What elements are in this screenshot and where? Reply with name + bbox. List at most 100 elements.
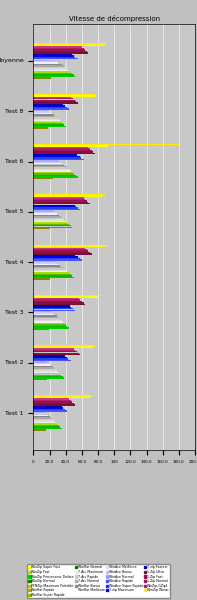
Bar: [33, 268, 64, 269]
Bar: [33, 366, 52, 367]
Bar: [33, 246, 105, 247]
Bar: [33, 403, 74, 404]
Bar: [33, 353, 79, 354]
Bar: [33, 123, 63, 124]
Bar: [33, 274, 71, 275]
Bar: [33, 278, 50, 280]
Bar: [33, 421, 55, 422]
Bar: [33, 364, 50, 365]
Bar: [33, 205, 75, 206]
Bar: [33, 271, 67, 272]
Bar: [33, 272, 69, 274]
Bar: [33, 368, 55, 370]
Bar: [33, 212, 55, 213]
Bar: [33, 164, 64, 166]
Bar: [33, 199, 85, 200]
Bar: [33, 176, 78, 178]
Bar: [33, 74, 74, 76]
Bar: [33, 326, 67, 327]
Bar: [33, 355, 65, 357]
Bar: [33, 350, 75, 351]
Bar: [33, 197, 84, 199]
Bar: [33, 397, 90, 398]
Bar: [33, 354, 80, 355]
Bar: [33, 48, 84, 49]
Bar: [33, 358, 68, 360]
Bar: [33, 370, 57, 371]
Bar: [33, 302, 84, 304]
Bar: [33, 258, 80, 259]
Bar: [33, 144, 179, 145]
Bar: [33, 117, 57, 119]
Bar: [33, 95, 95, 97]
Bar: [33, 263, 59, 265]
Bar: [33, 311, 51, 313]
Bar: [33, 419, 53, 421]
Bar: [33, 178, 53, 179]
Bar: [33, 245, 108, 246]
Bar: [33, 248, 85, 249]
Bar: [33, 409, 65, 410]
Bar: [33, 327, 69, 329]
Bar: [33, 206, 76, 208]
Bar: [33, 351, 77, 352]
Bar: [33, 106, 65, 107]
Bar: [33, 160, 59, 161]
Bar: [33, 169, 70, 170]
Bar: [33, 113, 52, 114]
Bar: [33, 153, 95, 154]
Bar: [33, 360, 71, 361]
Legend: WinZip Super Fast, WinZip Fast, WinZip Princesseur Defate, WinZip Normal, PFNZip: WinZip Super Fast, WinZip Fast, WinZip P…: [27, 564, 170, 598]
Bar: [33, 250, 88, 252]
Bar: [33, 216, 61, 218]
Bar: [33, 357, 67, 358]
Bar: [33, 426, 60, 428]
Bar: [33, 50, 87, 52]
Bar: [33, 324, 66, 326]
Bar: [33, 157, 81, 158]
Bar: [33, 221, 66, 222]
Bar: [33, 148, 90, 150]
Bar: [33, 154, 77, 155]
Bar: [33, 374, 61, 376]
Bar: [33, 298, 79, 299]
Bar: [33, 68, 67, 70]
Bar: [33, 415, 48, 416]
Bar: [33, 104, 63, 106]
Bar: [33, 211, 54, 212]
Bar: [33, 222, 67, 224]
Bar: [33, 156, 80, 157]
Bar: [33, 307, 72, 308]
Bar: [33, 100, 75, 101]
Bar: [33, 55, 74, 56]
Bar: [33, 45, 105, 46]
Bar: [33, 49, 85, 50]
Bar: [33, 70, 69, 71]
Bar: [33, 215, 59, 216]
Bar: [33, 308, 73, 310]
Bar: [33, 224, 69, 225]
Bar: [33, 203, 90, 205]
Bar: [33, 43, 106, 45]
Bar: [33, 424, 57, 425]
Bar: [33, 209, 80, 211]
Bar: [33, 120, 60, 121]
Bar: [33, 428, 62, 429]
Bar: [33, 422, 56, 424]
Bar: [33, 347, 93, 348]
Bar: [33, 122, 61, 123]
Bar: [33, 175, 76, 176]
Bar: [33, 150, 92, 151]
Bar: [33, 429, 46, 431]
Bar: [33, 194, 105, 196]
Bar: [33, 200, 87, 202]
Bar: [33, 395, 92, 397]
Bar: [33, 252, 90, 253]
Bar: [33, 46, 82, 48]
Bar: [33, 170, 72, 172]
Bar: [33, 158, 84, 160]
Bar: [33, 363, 49, 364]
Bar: [33, 172, 72, 173]
Bar: [33, 76, 75, 77]
Bar: [33, 208, 78, 209]
